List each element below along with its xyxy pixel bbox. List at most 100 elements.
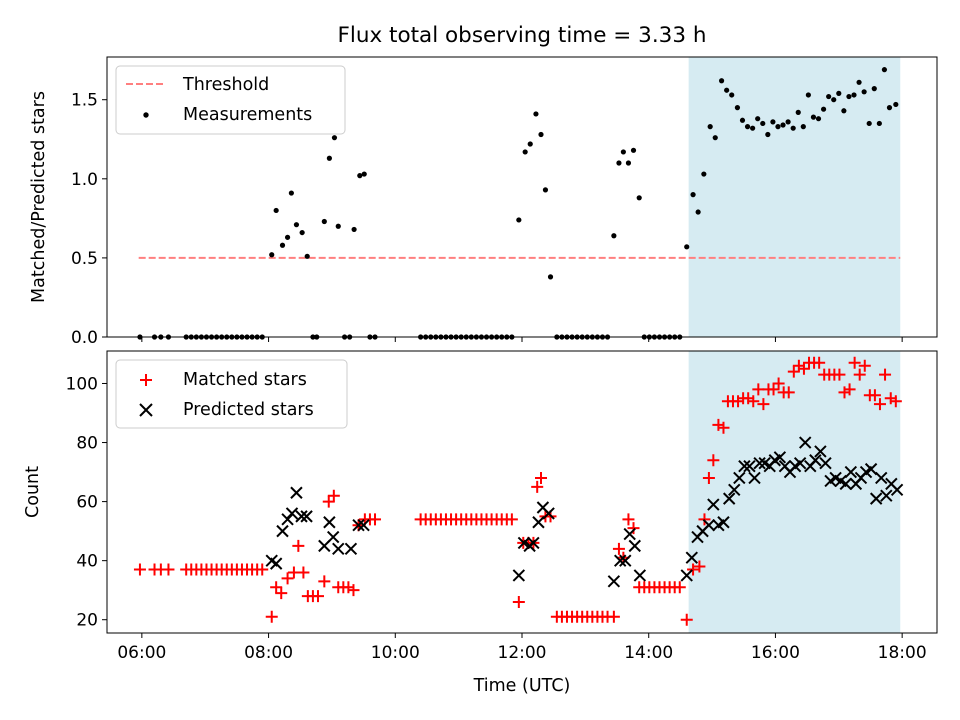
chart-title: Flux total observing time = 3.33 h [338, 23, 707, 48]
measurement-point [750, 125, 756, 131]
measurement-point [810, 114, 817, 120]
predicted-star-point [276, 524, 289, 538]
predicted-star-point [633, 569, 647, 582]
threshold-legend-label: Threshold [182, 75, 269, 95]
measurement-point [815, 116, 822, 122]
measurement-point [805, 92, 811, 98]
measurement-point [790, 125, 796, 131]
matched-star-point [292, 539, 305, 552]
measurement-point [636, 195, 642, 201]
matched-star-point [752, 383, 765, 396]
top-x-tick-marks [141, 337, 903, 342]
measurement-point [744, 124, 751, 130]
measurement-point [775, 124, 781, 130]
measurement-point [620, 149, 626, 155]
measurement-point [846, 93, 852, 100]
predicted-points [265, 436, 904, 588]
predicted-star-point [748, 471, 761, 485]
measurement-point [284, 234, 291, 240]
measurement-point [866, 120, 872, 127]
measurement-point [547, 274, 554, 280]
measurement-point [770, 119, 776, 125]
y-tick-label: 80 [76, 434, 98, 454]
matched-star-point [311, 590, 324, 603]
predicted-star-point [300, 510, 313, 523]
predicted-star-point [733, 471, 746, 485]
measurement-point [361, 171, 367, 177]
matched-star-point [833, 368, 846, 381]
matched-star-point [622, 513, 635, 526]
measurement-point [886, 105, 893, 111]
measurement-point [876, 120, 882, 127]
predicted-star-point [619, 554, 632, 567]
measurement-point [351, 226, 357, 233]
predicted-star-point [527, 536, 540, 550]
measurement-point [881, 67, 888, 73]
matched-star-point [607, 610, 620, 623]
matched-star-point [782, 386, 795, 399]
matched-star-point [813, 356, 826, 369]
predicted-star-point [728, 483, 741, 496]
matched-star-point [732, 395, 745, 408]
measurement-point [760, 120, 766, 127]
measurement-point [755, 116, 761, 122]
matched-star-point [698, 513, 711, 526]
matched-star-point [342, 581, 355, 594]
predicted-star-point [880, 489, 893, 502]
matched-star-point [838, 386, 851, 399]
measurement-point [279, 242, 286, 248]
matched-star-point [767, 383, 780, 396]
predicted-star-point [680, 569, 693, 582]
predicted-star-point [702, 519, 716, 532]
measurement-point [684, 244, 690, 250]
x-tick-label: 12:00 [498, 643, 547, 663]
x-tick-label: 06:00 [117, 643, 166, 663]
matched-star-point [702, 471, 715, 484]
y-tick-label: 0.5 [71, 249, 98, 269]
matched-points [133, 356, 902, 626]
measurement-point [299, 229, 305, 236]
bottom-legend-box [115, 359, 348, 429]
measurement-point [820, 106, 827, 112]
matched-star-point [742, 392, 755, 405]
y-tick-label: 20 [76, 611, 98, 631]
measurement-point [734, 105, 741, 111]
matched-legend-label: Matched stars [183, 370, 307, 390]
matched-star-point [281, 572, 294, 585]
measurements-legend-marker [143, 112, 149, 118]
matched-star-point [889, 395, 902, 408]
predicted-star-point [890, 483, 904, 496]
y-tick-label: 1.5 [71, 91, 98, 111]
measurement-point [861, 89, 867, 95]
matched-star-point [162, 563, 175, 576]
matched-star-point [787, 365, 800, 378]
matched-star-point [297, 566, 310, 579]
matched-star-point [843, 383, 856, 396]
predicted-star-point [269, 557, 283, 570]
matched-star-point [712, 418, 725, 431]
predicted-star-point [738, 459, 751, 473]
matched-star-point [265, 610, 278, 623]
measurement-point [516, 217, 522, 223]
predicted-star-point [323, 516, 336, 529]
measurement-point [357, 173, 363, 179]
predicted-star-point [685, 551, 699, 564]
x-tick-label: 10:00 [371, 643, 420, 663]
measurement-point [785, 119, 791, 125]
matched-star-point [347, 584, 360, 597]
measurement-point [616, 160, 622, 166]
matched-star-point [680, 613, 693, 626]
measurement-point [630, 147, 637, 153]
matched-star-point [270, 581, 283, 594]
measurement-point [795, 109, 801, 115]
matched-star-point [133, 563, 146, 576]
predicted-star-point [532, 516, 545, 529]
predicted-star-point [344, 542, 358, 556]
bottom-legend: Matched stars Predicted stars [115, 359, 348, 429]
x-axis-label: Time (UTC) [473, 676, 571, 696]
measurement-point [538, 131, 544, 138]
measurement-point [712, 135, 718, 141]
y-tick-label: 40 [76, 552, 98, 572]
predicted-star-point [352, 519, 365, 532]
